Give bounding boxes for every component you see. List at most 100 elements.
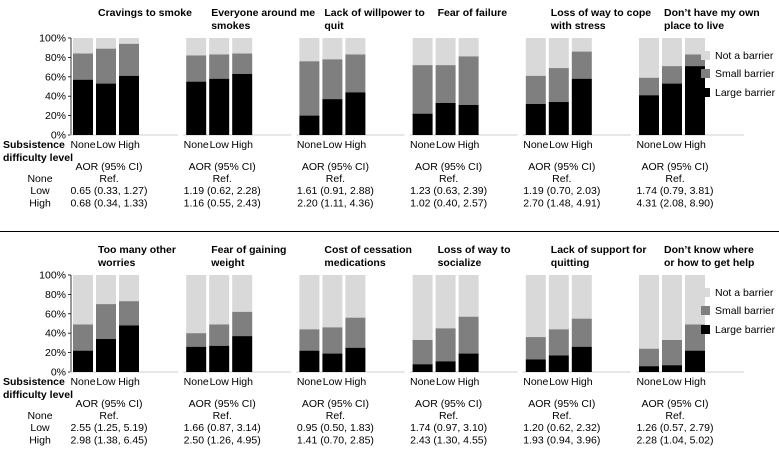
bar-segment-not-a-barrier [209, 275, 230, 325]
y-tick-label: 40% [45, 328, 66, 340]
aor-header: AOR (95% CI) [189, 161, 256, 173]
aor-value: 2.98 (1.38, 6.45) [70, 434, 147, 446]
bar-segment-not-a-barrier [525, 275, 546, 338]
bar-segment-large-barrier [412, 364, 433, 372]
x-category-label: None [410, 139, 435, 151]
y-tick-label: 60% [45, 71, 66, 83]
x-category-label: None [523, 139, 548, 151]
x-category-label: None [70, 139, 95, 151]
x-category-label: High [231, 139, 253, 151]
bar-segment-large-barrier [322, 353, 343, 372]
legend-label: Large barrier [715, 324, 776, 336]
bar-segment-not-a-barrier [435, 275, 456, 329]
bar-segment-small-barrier [525, 75, 546, 104]
bar-segment-small-barrier [662, 339, 682, 366]
x-category-label: Low [549, 139, 569, 151]
aor-header: AOR (95% CI) [75, 398, 142, 410]
y-tick-label: 20% [45, 347, 66, 359]
panel-title: Everyone around me [211, 7, 315, 19]
row-header-line: difficulty level [3, 389, 73, 401]
bar-segment-large-barrier [571, 78, 592, 135]
bar-segment-small-barrier [412, 339, 433, 365]
panel-title: medications [324, 257, 385, 269]
bar-segment-small-barrier [322, 59, 343, 100]
bar-segment-large-barrier [639, 95, 659, 135]
x-category-label: None [297, 139, 322, 151]
bar-segment-not-a-barrier [662, 275, 682, 340]
aor-header: AOR (95% CI) [528, 161, 595, 173]
aor-value: 0.95 (0.50, 1.83) [297, 422, 374, 434]
aor-value: Ref. [326, 410, 345, 422]
bar-segment-small-barrier [209, 324, 230, 346]
bar-segment-large-barrier [525, 103, 546, 135]
bar-segment-not-a-barrier [685, 275, 705, 325]
row-header-line: Subsistence [3, 376, 65, 388]
aor-row-label: None [27, 410, 52, 422]
panel-title: Lack of willpower to [324, 7, 424, 19]
bar-segment-large-barrier [299, 115, 320, 135]
bar-segment-small-barrier [96, 304, 116, 340]
aor-value: 1.19 (0.62, 2.28) [184, 185, 261, 197]
x-category-label: Low [323, 139, 343, 151]
bar-segment-not-a-barrier [412, 275, 433, 340]
aor-value: 0.65 (0.33, 1.27) [70, 185, 147, 197]
x-category-label: Low [96, 376, 116, 388]
aor-value: 1.74 (0.97, 3.10) [410, 422, 487, 434]
bar-segment-not-a-barrier [73, 38, 93, 54]
bar-segment-not-a-barrier [345, 38, 366, 55]
bar-segment-large-barrier [412, 113, 433, 135]
bar-segment-small-barrier [685, 324, 705, 351]
bar-segment-large-barrier [299, 350, 320, 372]
panel-title: Cravings to smoke [98, 7, 192, 19]
bar-segment-not-a-barrier [232, 38, 253, 54]
aor-row-label: None [27, 173, 52, 185]
bar-segment-not-a-barrier [525, 38, 546, 76]
bar-segment-small-barrier [209, 54, 230, 79]
bar-segment-large-barrier [435, 102, 456, 135]
x-category-label: Low [436, 139, 456, 151]
bar-segment-large-barrier [571, 346, 592, 372]
x-category-label: Low [662, 376, 682, 388]
aor-header: AOR (95% CI) [415, 161, 482, 173]
y-tick-label: 0% [51, 130, 66, 142]
bar-segment-large-barrier [662, 83, 682, 135]
bar-segment-not-a-barrier [322, 38, 343, 60]
bar-segment-large-barrier [685, 350, 705, 372]
bar-segment-small-barrier [119, 301, 139, 326]
panel-title: weight [210, 257, 245, 269]
x-category-label: High [345, 139, 367, 151]
aor-row-label: Low [30, 422, 50, 434]
bar-segment-large-barrier [345, 347, 366, 372]
panel-title: with stress [550, 20, 606, 32]
bar-segment-small-barrier [186, 55, 207, 82]
aor-value: 1.66 (0.87, 3.14) [184, 422, 261, 434]
panel-title: Fear of failure [438, 7, 508, 19]
x-category-label: None [523, 376, 548, 388]
aor-value: 1.19 (0.70, 2.03) [523, 185, 600, 197]
aor-value: Ref. [665, 410, 684, 422]
bar-segment-not-a-barrier [209, 38, 230, 55]
y-tick-label: 0% [51, 367, 66, 379]
panel-title: Don’t know where [664, 244, 754, 256]
row-header-line: difficulty level [3, 152, 73, 164]
bar-segment-not-a-barrier [685, 38, 705, 55]
legend-swatch [701, 306, 710, 315]
aor-value: 4.31 (2.08, 8.90) [636, 197, 713, 209]
aor-value: 1.74 (0.79, 3.81) [636, 185, 713, 197]
y-tick-label: 100% [39, 270, 66, 282]
bar-segment-large-barrier [209, 345, 230, 372]
bar-segment-not-a-barrier [96, 275, 116, 305]
aor-row-label: High [29, 197, 51, 209]
bar-segment-large-barrier [548, 102, 569, 135]
aor-value: 2.28 (1.04, 5.02) [636, 434, 713, 446]
aor-value: 2.20 (1.11, 4.36) [297, 197, 373, 209]
bar-segment-large-barrier [548, 355, 569, 372]
aor-value: Ref. [99, 173, 118, 185]
bar-segment-large-barrier [525, 359, 546, 372]
aor-header: AOR (95% CI) [641, 398, 708, 410]
aor-value: Ref. [439, 410, 458, 422]
bar-segment-not-a-barrier [458, 38, 479, 57]
aor-value: Ref. [552, 173, 571, 185]
x-category-label: None [70, 376, 95, 388]
